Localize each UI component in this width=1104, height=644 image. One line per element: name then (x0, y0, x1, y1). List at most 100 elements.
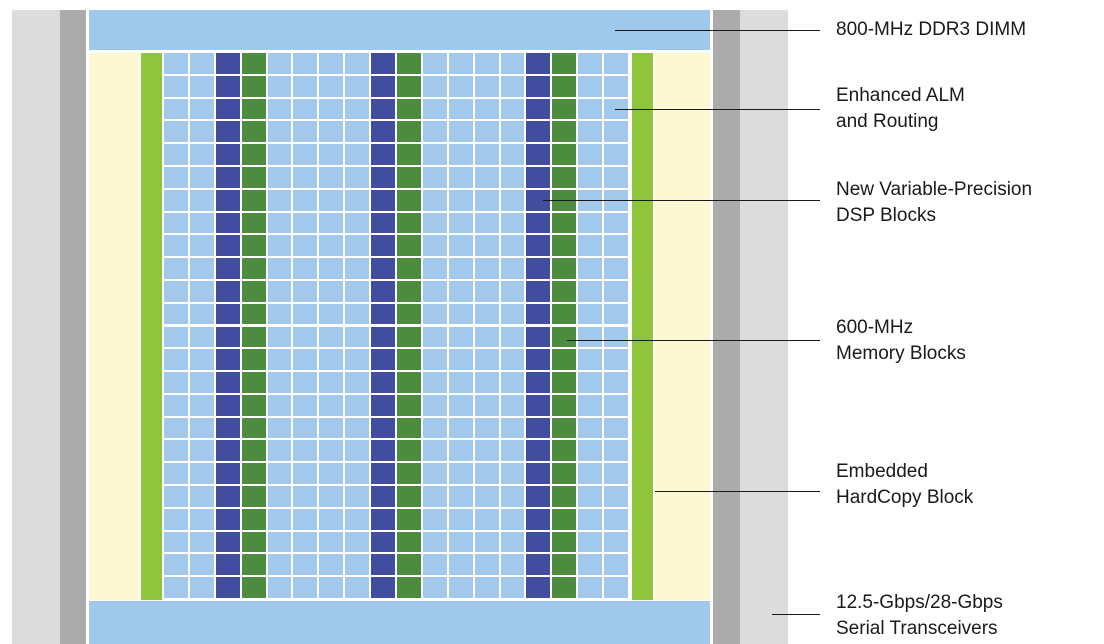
dsp-block (371, 326, 395, 348)
callout-alm-line-1: Enhanced ALM (836, 85, 965, 106)
alm-cell (474, 531, 499, 553)
alm-cell (164, 326, 188, 348)
dsp-block (371, 463, 395, 485)
memory-block (552, 531, 577, 553)
alm-cell (474, 280, 499, 302)
alm-cell (604, 486, 628, 507)
dsp-block (526, 53, 551, 74)
callout-line-ddr3 (615, 30, 820, 31)
alm-cell (293, 144, 318, 165)
alm-cell (189, 280, 214, 302)
callout-alm-line-2: and Routing (836, 111, 939, 132)
io-column-right (632, 53, 653, 600)
alm-cell (345, 121, 370, 143)
dsp-block (215, 303, 240, 325)
alm-cell (448, 166, 473, 188)
dsp-block (371, 486, 395, 507)
alm-cell (604, 280, 628, 302)
alm-cell (267, 303, 292, 325)
alm-cell (345, 212, 370, 234)
alm-cell (319, 326, 344, 348)
memory-block (397, 417, 421, 439)
alm-cell (500, 98, 525, 120)
dsp-block (526, 508, 551, 530)
alm-cell (319, 486, 344, 507)
alm-cell (500, 166, 525, 188)
alm-cell (448, 554, 473, 576)
alm-cell (422, 372, 447, 393)
alm-cell (422, 577, 447, 598)
alm-cell (345, 417, 370, 439)
alm-cell (293, 463, 318, 485)
memory-block (552, 577, 577, 598)
alm-cell (293, 303, 318, 325)
alm-cell (422, 394, 447, 416)
alm-cell (604, 417, 628, 439)
alm-cell (293, 98, 318, 120)
dsp-block (526, 531, 551, 553)
memory-block (552, 394, 577, 416)
alm-cell (319, 394, 344, 416)
alm-cell (578, 212, 603, 234)
alm-cell (164, 75, 188, 97)
alm-cell (422, 349, 447, 371)
alm-cell (578, 372, 603, 393)
alm-cell (422, 235, 447, 257)
dsp-block (371, 189, 395, 211)
alm-cell (345, 98, 370, 120)
alm-cell (474, 53, 499, 74)
dsp-block (526, 121, 551, 143)
alm-cell (500, 280, 525, 302)
dsp-block (215, 326, 240, 348)
alm-cell (164, 577, 188, 598)
alm-cell (422, 508, 447, 530)
memory-block (397, 189, 421, 211)
alm-cell (345, 349, 370, 371)
alm-cell (604, 144, 628, 165)
memory-block (397, 372, 421, 393)
alm-cell (267, 394, 292, 416)
callout-ddr3-line-1: 800-MHz DDR3 DIMM (836, 19, 1027, 40)
alm-cell (267, 166, 292, 188)
alm-cell (500, 531, 525, 553)
alm-cell (189, 303, 214, 325)
dsp-block (526, 463, 551, 485)
alm-cell (293, 280, 318, 302)
dsp-block (526, 417, 551, 439)
dsp-block (526, 212, 551, 234)
alm-cell (345, 372, 370, 393)
alm-cell (164, 212, 188, 234)
alm-cell (578, 326, 603, 348)
alm-cell (474, 303, 499, 325)
alm-cell (189, 75, 214, 97)
memory-block (552, 53, 577, 74)
alm-cell (189, 235, 214, 257)
alm-cell (189, 98, 214, 120)
alm-cell (422, 486, 447, 507)
ddr3-interface-top (89, 10, 710, 50)
alm-cell (164, 508, 188, 530)
callout-line-alm (615, 109, 820, 110)
alm-cell (500, 53, 525, 74)
dsp-block (215, 53, 240, 74)
dsp-block (371, 98, 395, 120)
callout-dsp-line-2: DSP Blocks (836, 205, 936, 226)
memory-block (397, 531, 421, 553)
alm-cell (267, 486, 292, 507)
alm-cell (578, 121, 603, 143)
memory-block (552, 554, 577, 576)
dsp-block (371, 372, 395, 393)
alm-cell (189, 189, 214, 211)
alm-cell (189, 212, 214, 234)
callout-memory: 600-MHz Memory Blocks (836, 315, 966, 367)
alm-cell (578, 303, 603, 325)
alm-cell (293, 53, 318, 74)
memory-block (397, 440, 421, 462)
alm-cell (500, 486, 525, 507)
alm-cell (448, 121, 473, 143)
alm-cell (189, 166, 214, 188)
alm-cell (293, 121, 318, 143)
alm-cell (164, 258, 188, 279)
alm-cell (189, 508, 214, 530)
alm-cell (578, 508, 603, 530)
